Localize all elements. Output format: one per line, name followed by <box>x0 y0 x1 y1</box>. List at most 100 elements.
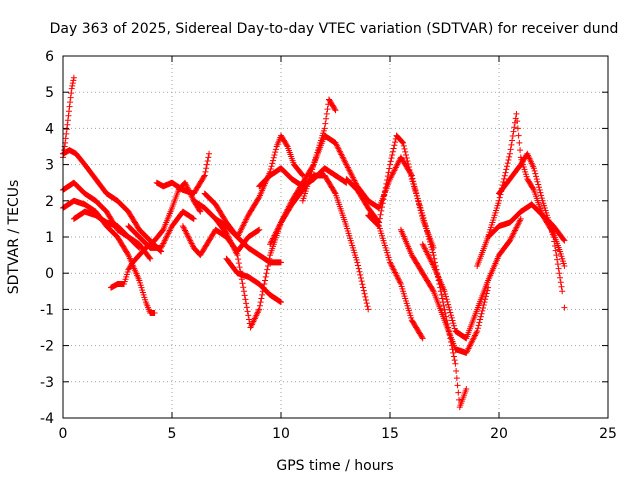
x-tick-label: 10 <box>272 426 290 442</box>
data-point <box>561 304 568 311</box>
data-point <box>241 219 248 226</box>
data-point <box>364 303 371 310</box>
data-point <box>67 99 74 106</box>
data-point <box>387 259 393 266</box>
data-point <box>180 224 187 231</box>
data-point <box>346 167 353 174</box>
data-point <box>68 85 75 92</box>
data-point <box>535 184 542 191</box>
data-point <box>390 168 397 175</box>
data-point <box>418 334 425 341</box>
data-point <box>278 259 284 266</box>
data-point <box>62 135 69 142</box>
data-point <box>387 161 393 168</box>
data-point <box>478 310 485 317</box>
data-point <box>235 232 242 239</box>
data-point <box>536 186 543 193</box>
data-point <box>391 142 398 149</box>
y-tick-label: -1 <box>40 302 54 318</box>
data-point <box>343 161 350 168</box>
data-point <box>440 302 447 309</box>
data-point <box>472 331 479 338</box>
data-point <box>447 309 454 316</box>
data-point <box>496 197 502 204</box>
data-point <box>516 139 523 146</box>
data-point <box>404 157 411 164</box>
data-point <box>331 189 338 196</box>
data-point <box>347 170 354 177</box>
data-point <box>388 262 395 269</box>
data-point <box>234 252 241 259</box>
data-point <box>514 125 521 132</box>
data-point <box>299 172 306 179</box>
data-point <box>273 228 280 235</box>
y-tick-label: 1 <box>45 230 54 246</box>
data-point <box>480 302 487 309</box>
data-point <box>534 178 541 185</box>
data-point <box>441 306 448 313</box>
data-point <box>350 176 357 183</box>
data-point <box>389 148 396 155</box>
x-tick-label: 15 <box>381 426 399 442</box>
data-point <box>502 169 509 176</box>
data-point <box>389 265 396 272</box>
data-point <box>272 231 279 238</box>
data-point <box>509 231 516 238</box>
data-point <box>473 329 480 336</box>
data-point <box>517 215 524 222</box>
data-point <box>65 112 72 119</box>
data-point <box>392 269 399 276</box>
data-point <box>336 148 343 155</box>
series-satellite-track-E <box>70 208 154 262</box>
data-point <box>551 243 558 250</box>
data-point <box>243 300 250 307</box>
data-point <box>389 151 396 158</box>
data-point <box>538 192 545 199</box>
data-point <box>425 252 432 259</box>
data-point <box>514 118 521 125</box>
data-point <box>271 232 278 239</box>
data-point <box>235 256 242 263</box>
y-tick-label: -3 <box>40 375 54 391</box>
data-point <box>453 367 460 374</box>
data-point <box>466 344 473 351</box>
data-point <box>332 107 339 114</box>
data-point <box>512 226 519 233</box>
data-point <box>355 265 362 272</box>
data-point <box>557 274 564 281</box>
data-point <box>334 144 341 151</box>
data-point <box>402 148 409 155</box>
data-point <box>237 228 244 235</box>
data-point <box>268 238 275 245</box>
data-point <box>337 150 344 157</box>
data-point <box>187 239 194 246</box>
data-point <box>472 332 479 339</box>
data-point <box>264 262 271 269</box>
data-point <box>516 218 523 225</box>
data-point <box>477 313 484 320</box>
y-tick-label: 0 <box>45 266 54 282</box>
data-point <box>205 154 212 161</box>
data-point <box>501 172 508 179</box>
data-point <box>406 167 413 174</box>
data-point <box>146 254 153 261</box>
data-point <box>419 241 426 248</box>
data-point <box>322 120 329 127</box>
data-point <box>530 185 537 192</box>
data-point <box>445 304 452 311</box>
data-point <box>517 217 524 224</box>
data-point <box>242 296 249 303</box>
data-point <box>258 295 265 302</box>
data-point <box>423 248 430 255</box>
data-point <box>188 240 195 247</box>
data-point <box>323 115 330 122</box>
data-point <box>407 170 414 177</box>
x-axis-label: GPS time / hours <box>276 458 393 474</box>
data-point <box>233 250 240 257</box>
data-point <box>179 223 186 230</box>
series-satellite-track-G <box>125 208 197 251</box>
data-point <box>66 103 73 110</box>
data-point <box>426 238 433 245</box>
data-point <box>429 249 436 256</box>
